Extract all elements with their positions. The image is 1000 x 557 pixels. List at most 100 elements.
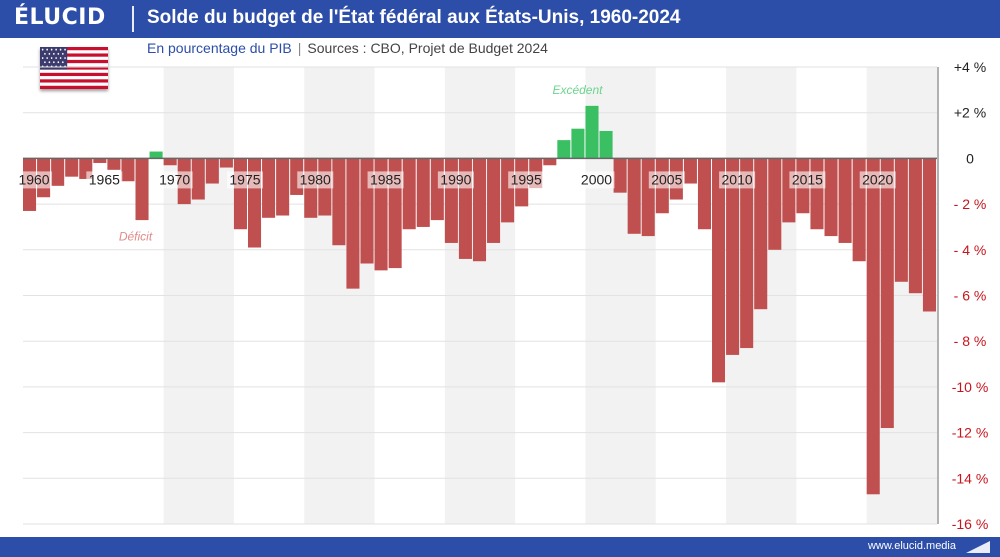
x-tick-label-bg — [789, 171, 826, 189]
bar-2004 — [641, 158, 655, 237]
x-tick-label: 1965 — [89, 171, 120, 187]
sources-label: Sources : CBO, Projet de Budget 2024 — [307, 40, 548, 56]
x-tick-label-bg — [86, 171, 123, 189]
subtitle-separator: | — [297, 40, 302, 56]
bar-1963 — [65, 158, 79, 177]
bar-1994 — [501, 158, 515, 223]
y-tick-label: - 2 % — [954, 196, 987, 212]
y-tick-label: -10 % — [952, 379, 989, 395]
bar-2020 — [866, 158, 880, 495]
x-tick-label: 2010 — [722, 171, 753, 187]
x-tick-label: 2020 — [862, 171, 893, 187]
bar-2008 — [697, 158, 712, 230]
elucid-logo[interactable]: ÉLUCID — [14, 5, 106, 30]
y-tick-label: - 8 % — [954, 333, 987, 349]
bar-1993 — [487, 158, 501, 243]
bar-2000 — [585, 105, 599, 159]
x-tick-label: 2015 — [792, 171, 823, 187]
bar-2001 — [599, 130, 613, 159]
y-tick-label: +2 % — [954, 105, 986, 121]
bar-1969 — [149, 151, 163, 159]
x-tick-label-bg — [156, 171, 193, 189]
bar-2023 — [908, 158, 922, 294]
y-tick-label: 0 — [966, 150, 974, 166]
bar-1968 — [135, 158, 149, 221]
surplus-annotation: Excédent — [552, 83, 603, 97]
x-tick-label-bg — [719, 171, 756, 189]
y-tick-label: -16 % — [952, 516, 989, 532]
x-tick-label-bg — [437, 171, 474, 189]
bar-1997 — [543, 158, 557, 166]
bar-1977 — [262, 158, 276, 218]
bar-2011 — [740, 158, 754, 349]
y-tick-label: - 4 % — [954, 242, 987, 258]
x-tick-label: 1970 — [159, 171, 190, 187]
bar-1987 — [402, 158, 416, 230]
bar-2024 — [922, 158, 936, 312]
bar-1962 — [51, 158, 65, 186]
bar-2003 — [627, 158, 641, 234]
x-tick-label-bg — [367, 171, 404, 189]
header-divider — [132, 6, 134, 32]
bar-1965 — [93, 158, 107, 163]
x-tick-label: 1985 — [370, 171, 401, 187]
bar-2007 — [683, 158, 697, 184]
footer-url[interactable]: www.elucid.media — [867, 540, 956, 552]
x-tick-label-bg — [297, 171, 334, 189]
x-tick-label: 2005 — [651, 171, 682, 187]
x-tick-label: 1975 — [229, 171, 260, 187]
x-tick-label-bg — [226, 171, 263, 189]
bar-2021 — [880, 158, 894, 429]
bar-1966 — [107, 158, 121, 170]
y-tick-label: -14 % — [952, 470, 989, 486]
bar-1974 — [219, 158, 233, 168]
y-tick-label: - 6 % — [954, 288, 987, 304]
chart-subtitle: En pourcentage du PIB | Sources : CBO, Pro… — [147, 40, 548, 56]
x-tick-label: 1960 — [18, 171, 49, 187]
bar-1978 — [276, 158, 290, 216]
bar-1999 — [571, 128, 585, 159]
bar-2010 — [726, 158, 740, 355]
x-tick-label: 2000 — [581, 171, 612, 187]
x-tick-label-bg — [16, 171, 53, 189]
bar-2012 — [754, 158, 768, 310]
bar-1982 — [332, 158, 346, 246]
y-tick-label: -12 % — [952, 425, 989, 441]
bar-1983 — [346, 158, 360, 289]
bar-2022 — [894, 158, 908, 282]
bar-2016 — [810, 158, 824, 230]
bar-2018 — [838, 158, 852, 243]
bar-1972 — [191, 158, 205, 200]
bar-1975 — [233, 158, 247, 230]
footer-bar: www.elucid.media — [0, 537, 1000, 557]
bar-1967 — [121, 158, 135, 182]
bar-2002 — [613, 158, 627, 193]
bar-1988 — [416, 158, 430, 227]
annotations: Excédent Déficit — [119, 83, 603, 244]
chart-title: Solde du budget de l'État fédéral aux Ét… — [147, 7, 681, 28]
bar-1989 — [430, 158, 444, 221]
x-tick-label: 1995 — [511, 171, 542, 187]
bar-1992 — [472, 158, 487, 262]
x-tick-label-bg — [508, 171, 545, 189]
x-tick-label: 1990 — [440, 171, 471, 187]
elucid-mark-icon — [966, 541, 990, 553]
bar-2017 — [824, 158, 838, 237]
gridlines — [23, 66, 939, 525]
bar-2009 — [712, 158, 726, 383]
y-tick-labels: +4 % +2 % 0 - 2 % - 4 % - 6 % - 8 % -10 % -12 % -… — [952, 59, 989, 532]
x-tick-label-bg — [578, 171, 615, 189]
y-tick-label: +4 % — [954, 59, 986, 75]
x-tick-label-bg — [648, 171, 685, 189]
header-bar: ÉLUCID Solde du budget de l'État fédéral… — [0, 0, 1000, 38]
bar-1973 — [205, 158, 219, 184]
bar-1970 — [163, 158, 177, 166]
bar-1998 — [557, 140, 571, 159]
x-tick-label-bg — [859, 171, 896, 189]
bar-2014 — [782, 158, 796, 223]
deficit-annotation: Déficit — [119, 230, 153, 244]
us-flag-icon — [40, 47, 108, 89]
x-tick-labels: 1960 1965 1970 1975 1980 1985 1990 1995 2000 2005… — [16, 171, 896, 189]
bar-2013 — [768, 158, 782, 250]
